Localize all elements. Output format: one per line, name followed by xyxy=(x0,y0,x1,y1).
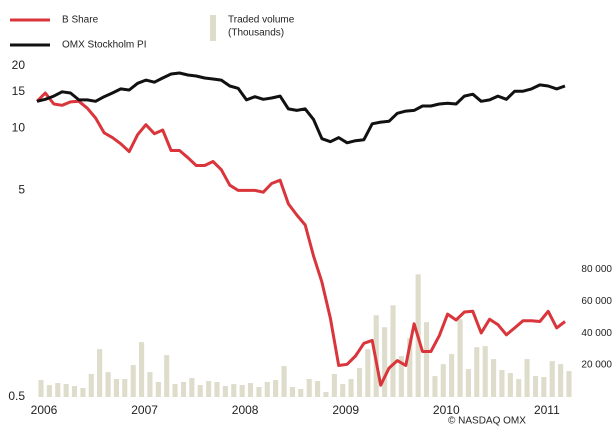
volume-bar xyxy=(541,377,547,397)
y2-tick-label: 40 000 xyxy=(581,328,612,339)
volume-bar xyxy=(180,382,187,397)
y2-tick-label: 20 000 xyxy=(581,360,612,371)
x-tick-label: 2006 xyxy=(31,403,58,417)
volume-bar xyxy=(231,384,237,397)
volume-bar xyxy=(474,347,480,397)
y-tick-label: 15 xyxy=(12,84,26,98)
volume-bar xyxy=(298,389,304,397)
volume-bar xyxy=(273,380,279,397)
volume-bar xyxy=(46,385,52,397)
volume-bar xyxy=(256,387,262,397)
y-tick-label: 0.5 xyxy=(8,389,25,403)
volume-bar xyxy=(130,365,136,397)
volume-bar xyxy=(55,383,61,397)
volume-bar xyxy=(247,383,254,397)
volume-bar xyxy=(499,370,505,397)
volume-bar xyxy=(281,366,287,397)
legend-unit: (Thousands) xyxy=(228,28,284,39)
y-tick-label: 10 xyxy=(12,120,26,134)
volume-bar xyxy=(88,374,94,397)
volume-bar xyxy=(164,355,170,397)
volume-bar xyxy=(449,354,455,397)
volume-bar xyxy=(222,385,228,397)
volume-bar xyxy=(390,305,396,397)
volume-bar xyxy=(63,384,69,397)
y2-tick-label: 80 000 xyxy=(581,264,612,275)
volume-bar xyxy=(172,384,178,397)
volume-bar xyxy=(423,322,430,397)
volume-bar xyxy=(365,349,371,397)
legend-label: OMX Stockholm PI xyxy=(62,40,146,51)
volume-bar xyxy=(122,379,128,397)
volume-bar xyxy=(549,361,555,397)
volume-bar xyxy=(491,359,497,397)
volume-bar xyxy=(398,356,404,397)
volume-bar xyxy=(97,349,103,397)
volume-bar xyxy=(315,381,321,397)
x-tick-label: 2007 xyxy=(131,403,158,417)
volume-bar xyxy=(558,364,564,397)
volume-bar xyxy=(80,388,86,397)
volume-bar xyxy=(113,379,119,397)
volume-bar xyxy=(457,319,463,397)
legend-swatch xyxy=(210,15,216,41)
volume-bar xyxy=(289,387,295,397)
volume-bar xyxy=(331,374,337,397)
volume-bar xyxy=(38,380,44,397)
volume-bar xyxy=(340,384,346,397)
volume-bar xyxy=(147,372,153,397)
line xyxy=(36,71,566,145)
volume-bar xyxy=(264,382,270,397)
volume-bar xyxy=(382,327,388,397)
line xyxy=(35,91,566,387)
volume-bar xyxy=(432,376,438,397)
volume-bar xyxy=(214,382,220,397)
x-tick-label: 2008 xyxy=(232,403,259,417)
x-tick-label: 2010 xyxy=(433,403,460,417)
volume-bar xyxy=(155,382,161,397)
volume-bar xyxy=(566,371,572,397)
y2-tick-label: 60 000 xyxy=(581,296,612,307)
volume-bar xyxy=(348,379,354,397)
x-tick-label: 2009 xyxy=(332,403,359,417)
y-tick-label: 20 xyxy=(12,58,26,72)
volume-bar xyxy=(206,381,212,397)
volume-bar xyxy=(105,372,111,397)
volume-bar xyxy=(532,376,539,397)
volume-bar xyxy=(71,385,78,397)
volume-bar xyxy=(197,385,203,397)
volume-bar xyxy=(482,346,488,397)
volume-bar xyxy=(465,369,471,397)
volume-bar xyxy=(139,342,145,397)
volume-bar xyxy=(306,379,312,397)
volume-bar xyxy=(507,373,513,397)
x-tick-label: 2011 xyxy=(534,403,560,417)
volume-bar xyxy=(239,385,245,397)
legend-label: B Share xyxy=(62,15,99,26)
y-tick-label: 5 xyxy=(18,183,25,197)
volume-bar xyxy=(407,338,413,397)
source-note: © NASDAQ OMX xyxy=(448,416,526,427)
legend-label: Traded volume xyxy=(228,15,295,26)
volume-bar xyxy=(516,379,522,397)
volume-bar xyxy=(524,359,530,397)
volume-bar xyxy=(356,368,363,397)
volume-bar xyxy=(440,364,446,397)
volume-bar xyxy=(323,392,329,397)
volume-bar xyxy=(189,378,195,397)
